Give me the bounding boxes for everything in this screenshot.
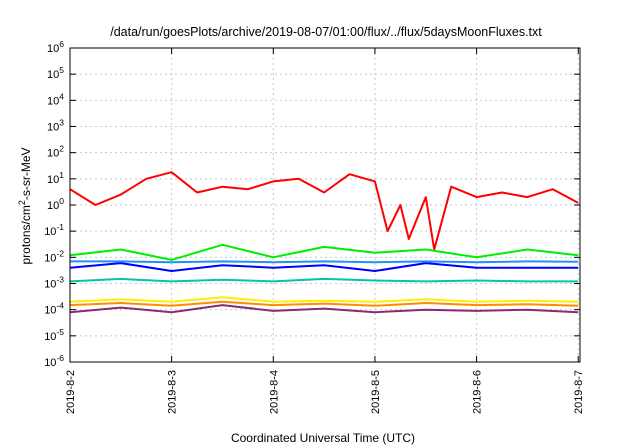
series-line — [69, 262, 579, 272]
series-line — [69, 243, 579, 261]
x-tick-label: 2019-8-4 — [268, 370, 280, 414]
y-tick-base: 10 — [44, 331, 56, 343]
y-tick-label: 106 — [47, 39, 64, 55]
y-tick-base: 10 — [47, 122, 59, 134]
y-tick-label: 100 — [47, 196, 64, 212]
y-tick-exp: 4 — [59, 91, 64, 101]
y-tick-exp: -1 — [56, 222, 64, 232]
y-axis-label-rest: -s-sr-MeV — [19, 147, 33, 200]
y-tick-label: 10-1 — [44, 222, 64, 238]
y-tick-base: 10 — [44, 357, 56, 369]
y-tick-base: 10 — [47, 200, 59, 212]
y-tick-exp: -3 — [56, 275, 64, 285]
series-line — [69, 296, 579, 303]
y-axis-label-sup: 2 — [17, 200, 27, 205]
x-tick-label: 2019-8-7 — [573, 370, 585, 414]
y-tick-label: 10-6 — [44, 353, 64, 369]
y-tick-labels: 10-610-510-410-310-210-11001011021031041… — [44, 39, 64, 369]
y-tick-exp: -5 — [56, 327, 64, 337]
y-tick-exp: -2 — [56, 248, 64, 258]
y-tick-base: 10 — [44, 226, 56, 238]
y-tick-base: 10 — [44, 279, 56, 291]
ticks — [69, 47, 580, 363]
y-tick-label: 10-5 — [44, 327, 64, 343]
y-tick-exp: -6 — [56, 353, 64, 363]
y-tick-exp: 5 — [59, 65, 64, 75]
y-tick-label: 104 — [47, 91, 64, 107]
y-tick-label: 101 — [47, 170, 64, 186]
series-line — [70, 260, 579, 264]
y-tick-base: 10 — [44, 305, 56, 317]
y-tick-label: 102 — [47, 144, 64, 160]
y-tick-exp: -4 — [56, 301, 64, 311]
series-line — [69, 300, 579, 307]
y-axis-label: protons/cm2-s-sr-MeV — [17, 147, 33, 264]
y-tick-base: 10 — [47, 43, 59, 55]
x-tick-label: 2019-8-5 — [370, 370, 382, 414]
y-tick-base: 10 — [47, 69, 59, 81]
y-tick-label: 10-4 — [44, 301, 64, 317]
x-tick-label: 2019-8-2 — [65, 370, 77, 414]
series-line — [69, 304, 579, 314]
chart-title: /data/run/goesPlots/archive/2019-08-07/0… — [110, 25, 542, 39]
y-tick-base: 10 — [47, 95, 59, 107]
y-axis-label-main: protons/cm — [19, 205, 33, 264]
x-axis-label: Coordinated Universal Time (UTC) — [231, 431, 415, 445]
y-tick-base: 10 — [47, 148, 59, 160]
x-tick-labels: 2019-8-2 2019-8-3 2019-8-4 2019-8-5 2019-8-6… — [65, 370, 585, 414]
y-tick-label: 10-3 — [44, 275, 64, 291]
series-line — [69, 171, 579, 251]
series-line — [69, 277, 579, 283]
y-tick-label: 105 — [47, 65, 64, 81]
y-tick-exp: 0 — [59, 196, 64, 206]
y-tick-exp: 6 — [59, 39, 64, 49]
y-tick-exp: 2 — [59, 144, 64, 154]
y-tick-base: 10 — [47, 174, 59, 186]
y-tick-label: 10-2 — [44, 248, 64, 264]
y-tick-exp: 3 — [59, 118, 64, 128]
x-tick-label: 2019-8-6 — [472, 370, 484, 414]
y-tick-label: 103 — [47, 118, 64, 134]
series-layer — [69, 171, 579, 314]
y-tick-base: 10 — [44, 252, 56, 264]
y-tick-exp: 1 — [59, 170, 64, 180]
x-tick-label: 2019-8-3 — [167, 370, 179, 414]
